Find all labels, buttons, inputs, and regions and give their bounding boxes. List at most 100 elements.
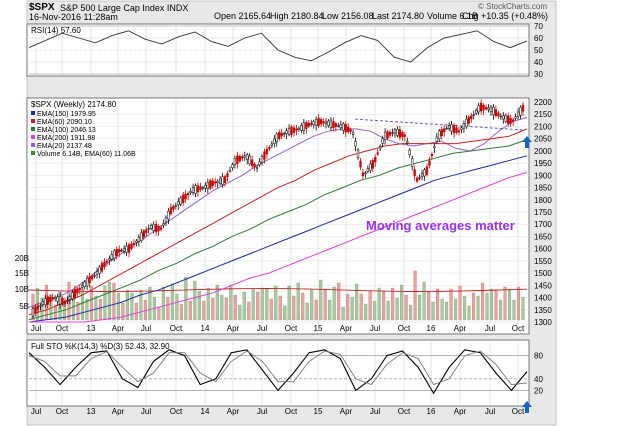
price-candle-body bbox=[423, 169, 426, 177]
price-candle-body bbox=[420, 173, 424, 177]
x-tick-label-sto: Jul bbox=[31, 407, 41, 416]
price-candle-body bbox=[63, 300, 67, 305]
price-candle-body bbox=[255, 167, 259, 169]
volume-bar bbox=[494, 289, 498, 321]
price-candle-body bbox=[425, 166, 429, 175]
volume-tick-label: 10B bbox=[15, 285, 29, 294]
price-candle-body bbox=[39, 305, 42, 307]
volume-bar bbox=[274, 285, 278, 321]
x-tick-label: Oct bbox=[285, 324, 298, 333]
price-candle-body bbox=[172, 206, 175, 210]
volume-bar bbox=[269, 298, 273, 321]
price-candle-body bbox=[66, 299, 69, 302]
rsi-title: RSI(14) 57.60 bbox=[31, 26, 81, 35]
watermark: © StockCharts.com bbox=[478, 2, 548, 11]
volume-bar bbox=[332, 286, 336, 321]
volume-bar bbox=[157, 306, 161, 321]
legend-entry: EMA(100) 2046.13 bbox=[37, 127, 96, 134]
price-candle-body bbox=[179, 197, 182, 205]
x-tick-label-sto: Apr bbox=[454, 407, 467, 416]
volume-bar bbox=[161, 286, 165, 321]
price-candle-body bbox=[457, 130, 461, 133]
volume-bar bbox=[422, 281, 426, 321]
x-tick-label-sto: Oct bbox=[398, 407, 411, 416]
price-tick-label: 1750 bbox=[534, 208, 552, 217]
price-candle-body bbox=[278, 132, 281, 140]
volume-bar bbox=[80, 288, 84, 321]
price-candle-body bbox=[285, 130, 288, 135]
volume-bar bbox=[121, 302, 125, 321]
price-candle-body bbox=[393, 129, 397, 134]
volume-bar bbox=[184, 276, 188, 321]
price-candle-body bbox=[167, 210, 170, 220]
price-candle-body bbox=[201, 187, 205, 189]
volume-bar bbox=[368, 290, 372, 321]
volume-bar bbox=[188, 300, 192, 321]
price-candle-body bbox=[216, 180, 219, 183]
volume-bar bbox=[292, 295, 296, 321]
sto-title: Full STO %K(14,3) %D(3) 52.43, 32.90 bbox=[31, 342, 170, 351]
volume-bar bbox=[512, 299, 516, 321]
x-tick-label-sto: 14 bbox=[201, 407, 210, 416]
high-value: High 2180.84 bbox=[270, 11, 324, 21]
price-candle-body bbox=[327, 120, 330, 126]
price-tick-label: 1950 bbox=[534, 159, 552, 168]
open-value: Open 2165.64 bbox=[214, 11, 272, 21]
volume-bar bbox=[391, 287, 395, 321]
price-candle-body bbox=[125, 245, 128, 253]
volume-bar bbox=[418, 294, 422, 321]
price-candle-body bbox=[467, 116, 470, 124]
volume-bar bbox=[328, 299, 332, 321]
price-candle-body bbox=[223, 176, 227, 184]
price-candle-body bbox=[479, 102, 483, 112]
x-tick-label: Jul bbox=[257, 324, 267, 333]
volume-bar bbox=[103, 285, 107, 321]
volume-bar bbox=[503, 286, 507, 321]
sto-line bbox=[28, 349, 528, 395]
sto-tick-label: 20 bbox=[534, 386, 543, 395]
x-tick-label-sto: 13 bbox=[87, 407, 96, 416]
price-tick-label: 2000 bbox=[534, 147, 552, 156]
price-candle-body bbox=[81, 285, 84, 288]
volume-bar bbox=[197, 290, 201, 321]
price-candle-body bbox=[100, 263, 104, 272]
price-candle-body bbox=[418, 177, 421, 179]
price-candle-body bbox=[290, 126, 293, 135]
price-candle-body bbox=[90, 275, 94, 280]
volume-bar bbox=[85, 298, 89, 321]
price-candle-body bbox=[145, 229, 148, 233]
volume-bar bbox=[386, 300, 390, 321]
volume-bar bbox=[134, 302, 138, 321]
x-tick-label: 13 bbox=[87, 324, 96, 333]
legend-entry: EMA(20) 2137.48 bbox=[37, 143, 92, 150]
volume-bar bbox=[125, 289, 129, 321]
price-candle-body bbox=[487, 107, 490, 110]
price-candle-body bbox=[455, 127, 458, 133]
price-candle-body bbox=[484, 107, 488, 110]
ema-line bbox=[28, 128, 528, 316]
price-tick-label: 1400 bbox=[534, 294, 552, 303]
volume-bar bbox=[94, 295, 98, 321]
price-candle-body bbox=[280, 132, 283, 137]
price-candle-body bbox=[499, 115, 502, 118]
price-candle-body bbox=[68, 296, 72, 300]
price-candle-body bbox=[169, 207, 173, 215]
price-candle-body bbox=[58, 296, 62, 305]
price-candle-body bbox=[130, 243, 133, 249]
volume-bar bbox=[242, 291, 246, 321]
price-tick-label: 1850 bbox=[534, 184, 552, 193]
price-candle-body bbox=[465, 118, 468, 128]
price-candle-body bbox=[150, 225, 153, 229]
price-candle-body bbox=[359, 160, 362, 168]
price-candle-body bbox=[438, 130, 441, 140]
price-candle-body bbox=[317, 117, 320, 127]
volume-bar bbox=[278, 295, 282, 321]
price-candle-body bbox=[31, 308, 35, 317]
price-candle-body bbox=[263, 151, 266, 160]
price-tick-label: 1550 bbox=[534, 257, 552, 266]
volume-bar bbox=[305, 302, 309, 321]
price-candle-body bbox=[71, 292, 74, 299]
price-candle-body bbox=[364, 172, 367, 174]
volume-bar bbox=[116, 292, 120, 321]
price-candle-body bbox=[248, 155, 251, 165]
